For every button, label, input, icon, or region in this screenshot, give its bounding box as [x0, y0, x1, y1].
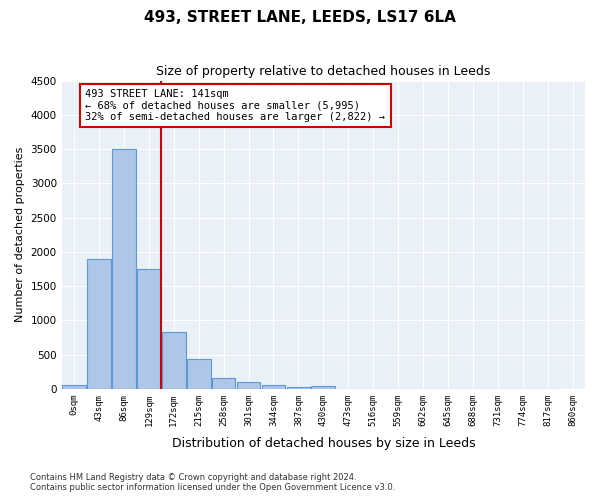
Bar: [112, 149, 136, 389]
Text: Contains HM Land Registry data © Crown copyright and database right 2024.
Contai: Contains HM Land Registry data © Crown c…: [30, 473, 395, 492]
Bar: [62, 386, 86, 389]
Text: 493, STREET LANE, LEEDS, LS17 6LA: 493, STREET LANE, LEEDS, LS17 6LA: [144, 10, 456, 25]
Bar: [237, 382, 260, 389]
Bar: [311, 386, 335, 389]
Bar: [87, 258, 111, 389]
Bar: [212, 378, 235, 389]
Y-axis label: Number of detached properties: Number of detached properties: [15, 147, 25, 322]
Bar: [187, 358, 211, 389]
Bar: [162, 332, 185, 389]
Bar: [287, 386, 310, 389]
X-axis label: Distribution of detached houses by size in Leeds: Distribution of detached houses by size …: [172, 437, 475, 450]
Text: 493 STREET LANE: 141sqm
← 68% of detached houses are smaller (5,995)
32% of semi: 493 STREET LANE: 141sqm ← 68% of detache…: [85, 89, 385, 122]
Bar: [262, 386, 286, 389]
Bar: [137, 269, 161, 389]
Title: Size of property relative to detached houses in Leeds: Size of property relative to detached ho…: [156, 65, 491, 78]
